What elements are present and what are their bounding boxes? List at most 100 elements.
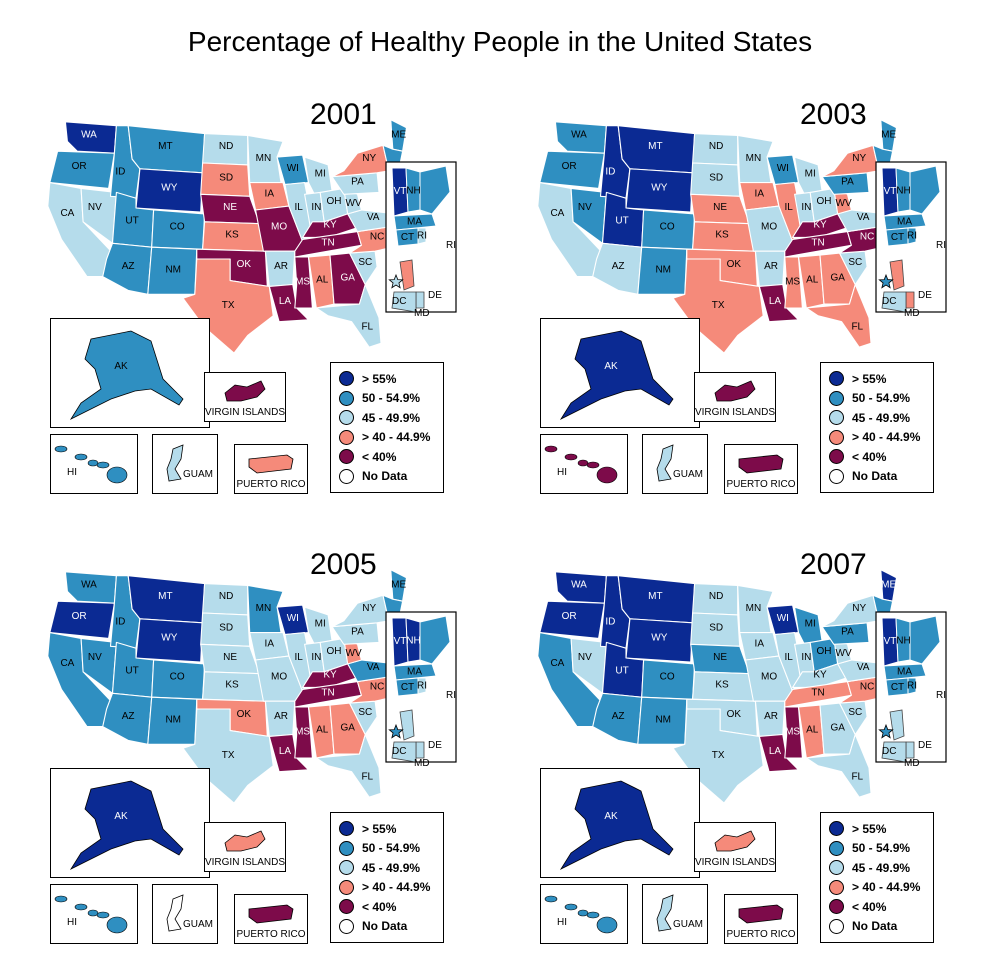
state-vi	[714, 830, 756, 852]
guam-inset: GUAM	[642, 884, 708, 944]
dc-star	[388, 723, 404, 739]
inset-label-ma: MA	[407, 667, 422, 678]
state-label-wv: WV	[836, 648, 852, 659]
state-tx	[182, 258, 274, 354]
state-label-ks: KS	[715, 679, 729, 690]
legend-swatch	[339, 468, 354, 484]
legend-swatch	[829, 390, 844, 406]
legend: > 55% 50 - 54.9% 45 - 49.9% > 40 - 44.9% < 4…	[820, 362, 934, 493]
state-nj-inset	[399, 709, 415, 741]
state-hi-island	[544, 445, 558, 453]
inset-label-vt: VT	[884, 636, 897, 647]
state-label-wa: WA	[81, 129, 97, 140]
state-hi-island	[106, 466, 128, 484]
inset-label-nh: NH	[406, 186, 420, 197]
state-label-ut: UT	[615, 666, 628, 677]
alaska-inset: AK	[50, 318, 210, 428]
state-label-in: IN	[801, 202, 811, 213]
state-label-tn: TN	[321, 237, 334, 248]
virgin-islands-inset: VIRGIN ISLANDS	[204, 372, 286, 422]
alaska-shape: AK	[69, 780, 184, 870]
label-puerto-rico: PUERTO RICO	[726, 479, 795, 490]
hawaii-shape: HI	[54, 895, 128, 934]
state-pr	[248, 904, 294, 924]
state-label-ut: UT	[615, 216, 628, 227]
state-hi-island	[74, 453, 88, 461]
map-panel-2005: 2005 WA OR CA NV ID MT WY UT CO AZ NM ND SD NE KS OK TX MN…	[20, 540, 490, 980]
state-ma-inset	[393, 663, 437, 681]
state-tx	[182, 708, 274, 804]
state-label-ak: AK	[604, 811, 618, 822]
inset-label-de: DE	[428, 740, 442, 751]
state-label-me: ME	[881, 129, 896, 140]
inset-label-md: MD	[904, 758, 920, 769]
state-label-ut: UT	[125, 216, 138, 227]
inset-label-nh: NH	[896, 186, 910, 197]
state-label-ca: CA	[60, 208, 74, 219]
legend-label: No Data	[852, 469, 898, 484]
year-label: 2007	[800, 548, 867, 581]
virgin-islands-inset: VIRGIN ISLANDS	[694, 372, 776, 422]
inset-label-ct: CT	[401, 682, 414, 693]
legend-swatch	[339, 840, 354, 856]
inset-label-dc: DC	[882, 746, 896, 757]
us-map: WA OR CA NV ID MT WY UT CO AZ NM ND SD NE KS OK TX MN IA MO…	[537, 119, 947, 354]
state-label-la: LA	[279, 746, 292, 757]
state-gu	[656, 894, 674, 932]
state-gu	[656, 444, 674, 482]
legend-label: 50 - 54.9%	[852, 841, 911, 856]
legend-swatch	[339, 449, 354, 465]
legend-label: < 40%	[362, 899, 397, 914]
state-label-me: ME	[391, 129, 406, 140]
legend-swatch	[829, 860, 844, 876]
state-label-tx: TX	[712, 750, 725, 761]
state-tx	[672, 708, 764, 804]
legend-label: > 55%	[362, 821, 397, 836]
state-label-az: AZ	[612, 261, 625, 272]
legend-label: 45 - 49.9%	[852, 410, 911, 425]
state-ri-inset	[417, 227, 427, 245]
state-hi-island	[564, 453, 578, 461]
legend-swatch	[339, 429, 354, 445]
inset-label-md: MD	[904, 308, 920, 319]
map-panel-2001: 2001 WA OR CA NV ID MT WY UT CO AZ NM ND SD NE KS OK TX MN…	[20, 90, 490, 530]
legend-label: 50 - 54.9%	[852, 391, 911, 406]
state-label-sc: SC	[358, 257, 372, 268]
state-de-inset	[415, 741, 425, 759]
state-label-co: CO	[660, 222, 675, 233]
state-label-il: IL	[785, 202, 794, 213]
inset-label-de: DE	[428, 290, 442, 301]
state-ri-inset	[907, 677, 917, 695]
inset-label-vt: VT	[394, 186, 407, 197]
state-fl	[315, 733, 382, 798]
state-label-ak: AK	[604, 361, 618, 372]
legend-item: > 40 - 44.9%	[829, 428, 925, 448]
state-md-inset	[391, 291, 417, 313]
legend-swatch	[339, 860, 354, 876]
state-label-wy: WY	[651, 632, 667, 643]
virgin-islands-shape: VIRGIN ISLANDS	[205, 380, 285, 418]
legend-swatch	[829, 449, 844, 465]
state-label-sd: SD	[219, 173, 233, 184]
state-label-al: AL	[316, 725, 329, 736]
legend-item: 45 - 49.9%	[339, 858, 435, 878]
legend-swatch	[339, 821, 354, 837]
state-hi-island	[87, 459, 99, 467]
state-vi	[224, 380, 266, 402]
state-label-ia: IA	[265, 188, 275, 199]
legend-label: > 40 - 44.9%	[852, 880, 921, 895]
guam-inset: GUAM	[642, 434, 708, 494]
guam-inset: GUAM	[152, 434, 218, 494]
legend-item: > 40 - 44.9%	[339, 878, 435, 898]
state-label-fl: FL	[851, 322, 863, 333]
inset-label-ri: RI	[936, 240, 946, 251]
state-label-pa: PA	[351, 627, 364, 638]
state-label-az: AZ	[612, 711, 625, 722]
legend-swatch	[339, 390, 354, 406]
state-label-ky: KY	[813, 670, 827, 681]
inset-label-de: DE	[918, 740, 932, 751]
state-label-wv: WV	[836, 198, 852, 209]
state-label-ms: MS	[785, 726, 800, 737]
legend-label: 45 - 49.9%	[362, 410, 421, 425]
state-label-nm: NM	[655, 715, 671, 726]
